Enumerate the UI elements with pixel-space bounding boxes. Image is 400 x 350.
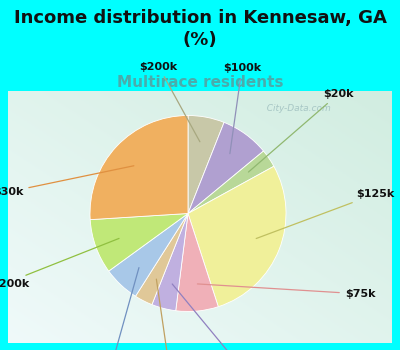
Text: $125k: $125k bbox=[256, 189, 395, 238]
Wedge shape bbox=[90, 116, 188, 220]
Wedge shape bbox=[188, 166, 286, 307]
Wedge shape bbox=[188, 116, 224, 214]
Wedge shape bbox=[90, 214, 188, 271]
Text: $50k: $50k bbox=[96, 268, 139, 350]
Text: $100k: $100k bbox=[223, 63, 261, 154]
Wedge shape bbox=[136, 214, 188, 304]
Text: $75k: $75k bbox=[198, 284, 375, 299]
Wedge shape bbox=[176, 214, 218, 312]
Text: $200k: $200k bbox=[140, 62, 200, 142]
Wedge shape bbox=[188, 151, 274, 214]
Wedge shape bbox=[152, 214, 188, 311]
Text: > $200k: > $200k bbox=[0, 238, 119, 289]
Text: Multirace residents: Multirace residents bbox=[117, 75, 283, 90]
Text: $20k: $20k bbox=[248, 89, 354, 172]
Text: $150k: $150k bbox=[172, 284, 261, 350]
Wedge shape bbox=[109, 214, 188, 296]
Text: $60k: $60k bbox=[155, 279, 186, 350]
Wedge shape bbox=[188, 122, 264, 214]
Text: City-Data.com: City-Data.com bbox=[261, 104, 331, 113]
Text: $30k: $30k bbox=[0, 166, 134, 197]
Text: Income distribution in Kennesaw, GA
(%): Income distribution in Kennesaw, GA (%) bbox=[14, 9, 386, 49]
